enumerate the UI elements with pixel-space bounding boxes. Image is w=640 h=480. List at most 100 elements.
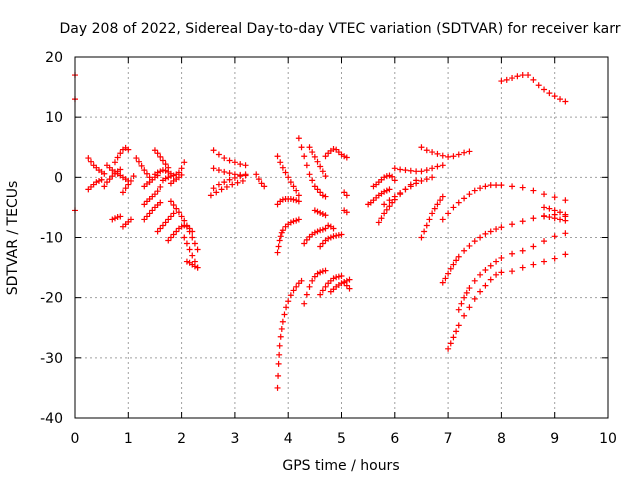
data-point	[439, 162, 446, 169]
data-point	[213, 189, 220, 196]
data-point	[181, 234, 188, 241]
series-arc-56	[541, 204, 569, 218]
data-point	[154, 228, 161, 235]
data-point	[215, 167, 222, 174]
data-point	[325, 235, 332, 242]
series-arc-37	[317, 231, 345, 250]
data-point	[418, 168, 425, 175]
data-point	[170, 210, 177, 217]
data-point	[322, 173, 329, 180]
data-point	[509, 183, 516, 190]
series-arc-03	[85, 155, 108, 177]
series-arc-54	[455, 230, 569, 313]
series-arc-52	[439, 182, 569, 223]
data-point	[397, 189, 404, 196]
data-point	[333, 232, 340, 239]
data-point	[253, 171, 260, 178]
data-point	[327, 234, 334, 241]
data-point	[191, 240, 198, 247]
data-point	[242, 162, 249, 169]
series-arc-20	[167, 198, 201, 253]
data-point	[541, 213, 548, 220]
data-point	[338, 231, 345, 238]
data-point	[509, 250, 516, 257]
data-point	[493, 271, 500, 278]
x-tick-label: 4	[284, 431, 293, 447]
data-point	[311, 273, 318, 280]
data-point	[546, 205, 553, 212]
data-point	[383, 173, 390, 180]
data-point	[493, 182, 500, 189]
data-point	[133, 155, 140, 162]
data-point	[125, 146, 132, 153]
data-point	[322, 212, 329, 219]
data-point	[125, 181, 132, 188]
data-point	[275, 372, 282, 379]
x-axis-label: GPS time / hours	[282, 458, 399, 474]
data-point	[165, 216, 172, 223]
data-point	[111, 159, 118, 166]
series-arc-28	[274, 153, 302, 199]
data-point	[335, 232, 342, 239]
data-point	[498, 78, 505, 85]
data-point	[482, 282, 489, 289]
data-point	[434, 150, 441, 157]
data-point	[279, 164, 286, 171]
x-tick-label: 2	[177, 431, 186, 447]
data-point	[471, 295, 478, 302]
data-point	[514, 73, 521, 80]
series-arc-47	[375, 177, 420, 226]
data-point	[455, 253, 462, 260]
data-point	[178, 165, 185, 172]
data-point	[519, 218, 526, 225]
data-point	[562, 98, 569, 105]
data-point	[375, 219, 382, 226]
data-point	[402, 167, 409, 174]
data-point	[106, 176, 113, 183]
x-tick-label: 9	[550, 431, 559, 447]
y-tick-label: 10	[45, 110, 63, 126]
data-point	[281, 311, 288, 318]
data-point	[426, 216, 433, 223]
data-point	[461, 294, 468, 301]
series-arc-40	[325, 222, 337, 232]
data-point	[285, 174, 292, 181]
data-point	[287, 179, 294, 186]
data-point	[210, 165, 217, 172]
data-point	[186, 228, 193, 235]
data-point	[138, 162, 145, 169]
series-arc-19	[165, 222, 196, 244]
data-point	[231, 159, 238, 166]
data-point	[93, 179, 100, 186]
series-arc-02	[85, 176, 105, 193]
data-point	[471, 187, 478, 194]
data-point	[98, 176, 105, 183]
series-arc-33	[301, 225, 329, 247]
series-arc-34	[301, 267, 329, 307]
data-point	[295, 192, 302, 199]
data-point	[413, 180, 420, 187]
data-point	[306, 171, 313, 178]
data-point	[343, 209, 350, 216]
data-point	[189, 234, 196, 241]
data-point	[146, 210, 153, 217]
data-point	[255, 176, 262, 183]
data-point	[293, 197, 300, 204]
data-point	[215, 151, 222, 158]
data-point	[319, 268, 326, 275]
series-arc-35	[306, 144, 329, 180]
data-point	[295, 216, 302, 223]
data-point	[194, 264, 201, 271]
series-arc-45	[365, 186, 393, 208]
data-point	[551, 215, 558, 222]
data-point	[466, 304, 473, 311]
data-point	[557, 216, 564, 223]
data-point	[434, 163, 441, 170]
data-point	[383, 206, 390, 213]
series-arc-55	[445, 251, 569, 352]
data-point	[229, 181, 236, 188]
data-point	[309, 149, 316, 156]
series-arc-43	[341, 189, 350, 199]
data-point	[277, 159, 284, 166]
data-point	[175, 209, 182, 216]
